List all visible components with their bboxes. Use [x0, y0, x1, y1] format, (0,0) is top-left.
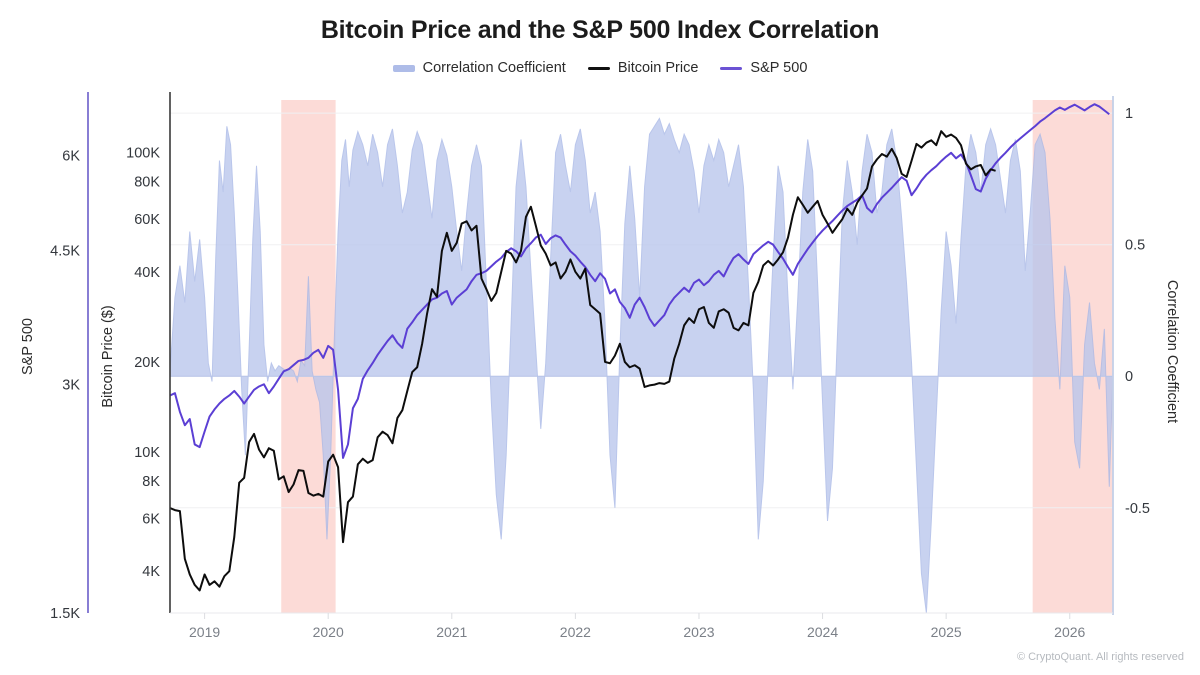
bitcoin-tick-20K: 20K — [134, 355, 160, 371]
correlation-coefficient-area[interactable] — [170, 117, 1113, 613]
bitcoin-price-line[interactable] — [170, 130, 996, 592]
legend-label-bitcoin: Bitcoin Price — [617, 60, 699, 76]
bitcoin-tick-4K: 4K — [142, 564, 160, 580]
bitcoin-tick-6K: 6K — [142, 511, 160, 527]
x-tick-2019: 2019 — [189, 624, 220, 640]
correlation-swatch-icon — [392, 64, 415, 72]
bitcoin-axis-title: Bitcoin Price ($) — [100, 305, 116, 407]
bitcoin-tick-60K: 60K — [134, 212, 160, 228]
page-title: Bitcoin Price and the S&P 500 Index Corr… — [320, 16, 880, 44]
x-tick-2021: 2021 — [436, 624, 467, 640]
bitcoin-tick-100K: 100K — [126, 146, 160, 162]
copyright-notice: © CryptoQuant. All rights reserved — [1016, 651, 1184, 663]
x-tick-2022: 2022 — [560, 624, 591, 640]
correlation-axis-title: Correlation Coefficient — [1164, 280, 1180, 423]
bitcoin-tick-8K: 8K — [142, 474, 160, 490]
correlation-tick-0.5: 0.5 — [1125, 238, 1145, 254]
x-tick-2026: 2026 — [1054, 624, 1085, 640]
bitcoin-tick-40K: 40K — [134, 265, 160, 281]
legend-item-correlation[interactable]: Correlation Coefficient — [392, 60, 566, 76]
sp500-tick-6K: 6K — [62, 149, 80, 165]
sp500-line[interactable] — [170, 103, 1110, 459]
legend-item-bitcoin[interactable]: Bitcoin Price — [587, 60, 699, 76]
legend-item-sp500[interactable]: S&P 500 — [720, 60, 807, 76]
sp500-swatch-icon — [720, 66, 743, 70]
x-tick-2020: 2020 — [313, 624, 344, 640]
bitcoin-tick-10K: 10K — [134, 445, 160, 461]
sp500-tick-4.5K: 4.5K — [50, 243, 80, 259]
x-tick-2025: 2025 — [931, 624, 962, 640]
chart-legend: Correlation Coefficient Bitcoin Price S&… — [0, 60, 1200, 76]
correlation-tick--0.5: -0.5 — [1125, 501, 1150, 517]
correlation-tick-1: 1 — [1125, 106, 1133, 122]
legend-label-sp500: S&P 500 — [750, 60, 808, 76]
sp500-tick-3K: 3K — [62, 377, 80, 393]
sp500-tick-1.5K: 1.5K — [50, 606, 80, 622]
x-tick-2024: 2024 — [807, 624, 838, 640]
x-tick-2023: 2023 — [683, 624, 714, 640]
bitcoin-tick-80K: 80K — [134, 175, 160, 191]
sp500-axis-title: S&P 500 — [20, 318, 36, 375]
legend-label-correlation: Correlation Coefficient — [422, 60, 566, 76]
correlation-tick-0: 0 — [1125, 369, 1133, 385]
bitcoin-swatch-icon — [587, 66, 610, 70]
